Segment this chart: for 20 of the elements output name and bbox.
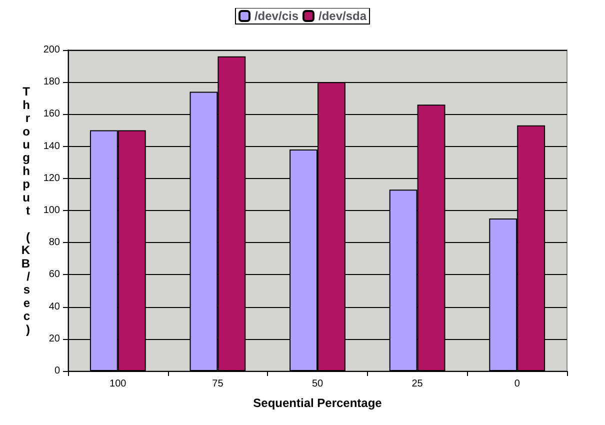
y-tick-label: 180: [43, 76, 60, 88]
legend-label: /dev/sda: [318, 9, 367, 23]
y-tick-label: 80: [48, 237, 60, 248]
x-tick-label: 100: [110, 378, 127, 390]
y-tick-label: 40: [48, 301, 60, 312]
y-tick-label: 200: [43, 44, 60, 56]
y-tick-label: 160: [43, 108, 60, 120]
text: Throughput (KB/sec): [21, 84, 30, 336]
y-tick-label: 100: [43, 205, 60, 216]
x-tick-label: 0: [514, 378, 520, 390]
x-axis-title: Sequential Percentage: [253, 396, 382, 410]
y-tick-label: 0: [54, 366, 60, 376]
y-tick-label: 60: [48, 269, 60, 280]
x-tick-label: 50: [312, 378, 324, 390]
y-tick-label: 120: [43, 172, 60, 184]
x-tick-label: 25: [412, 378, 424, 390]
y-tick-label: 140: [43, 140, 60, 152]
legend-label: /dev/cis: [254, 9, 299, 23]
y-tick-label: 20: [48, 333, 60, 344]
x-tick-label: 75: [212, 378, 224, 390]
